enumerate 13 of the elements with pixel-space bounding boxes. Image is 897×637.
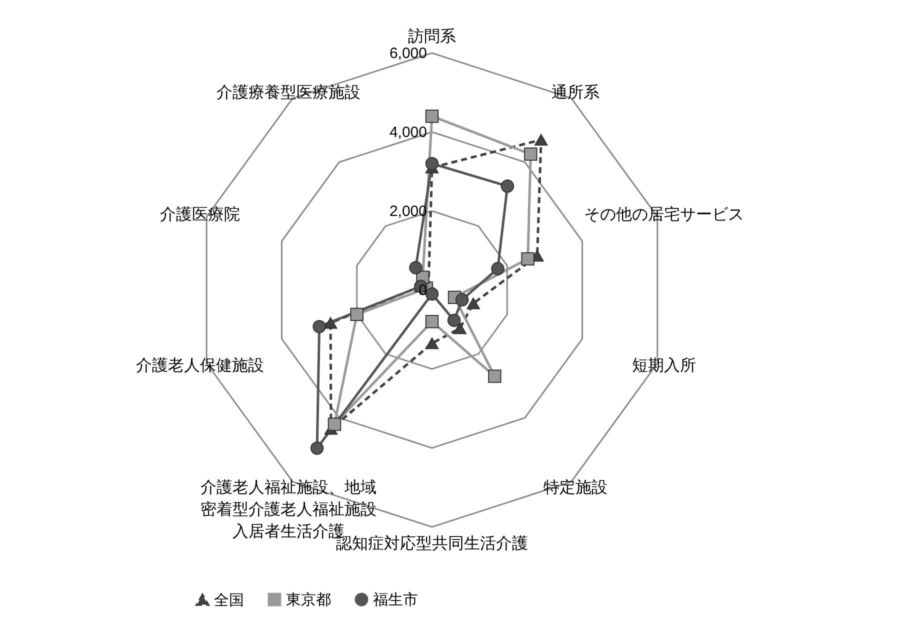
spoke-label: 介護老人保健施設	[136, 356, 264, 374]
spoke-label: 訪問系	[408, 27, 456, 46]
spoke-label: 介護療養型医療施設	[216, 84, 361, 102]
legend-label: 福生市	[373, 592, 418, 609]
y-tick-label: 6,000	[389, 45, 427, 62]
legend-label: 東京都	[286, 592, 331, 609]
spoke-label: 介護医療院	[160, 206, 240, 224]
spoke-label: 特定施設	[543, 478, 608, 496]
spoke-label: 短期入所	[632, 356, 696, 374]
y-tick-label: 4,000	[389, 124, 427, 141]
legend-label: 全国	[214, 592, 244, 609]
spoke-label: その他の居宅サービス	[584, 206, 744, 224]
spoke-label: 通所系	[551, 84, 600, 102]
